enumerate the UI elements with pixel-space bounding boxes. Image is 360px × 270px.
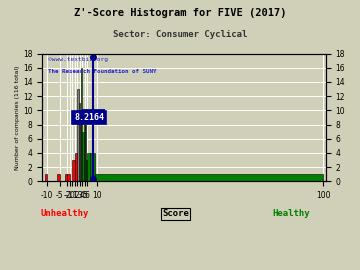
Bar [82,132,84,181]
Bar [75,153,77,181]
Text: Sector: Consumer Cyclical: Sector: Consumer Cyclical [113,30,247,39]
Bar [77,89,78,181]
Text: ©www.textbiz.org: ©www.textbiz.org [48,58,108,62]
Text: The Research Foundation of SUNY: The Research Foundation of SUNY [48,69,156,74]
Bar [72,160,75,181]
Bar [85,124,86,181]
Bar [45,174,47,181]
Bar [67,174,70,181]
Text: Score: Score [162,210,189,218]
Bar [57,174,60,181]
Y-axis label: Number of companies (116 total): Number of companies (116 total) [15,65,20,170]
Bar [86,160,87,181]
Bar [84,117,85,181]
Bar [78,103,80,181]
Bar [81,68,82,181]
Bar [80,110,81,181]
Bar [65,174,67,181]
Text: Healthy: Healthy [273,210,310,218]
Text: 8.2164: 8.2164 [74,113,104,122]
Text: Unhealthy: Unhealthy [41,210,89,218]
Bar [87,153,90,181]
Bar [90,153,95,181]
Text: Z'-Score Histogram for FIVE (2017): Z'-Score Histogram for FIVE (2017) [74,8,286,18]
Bar [95,174,323,181]
